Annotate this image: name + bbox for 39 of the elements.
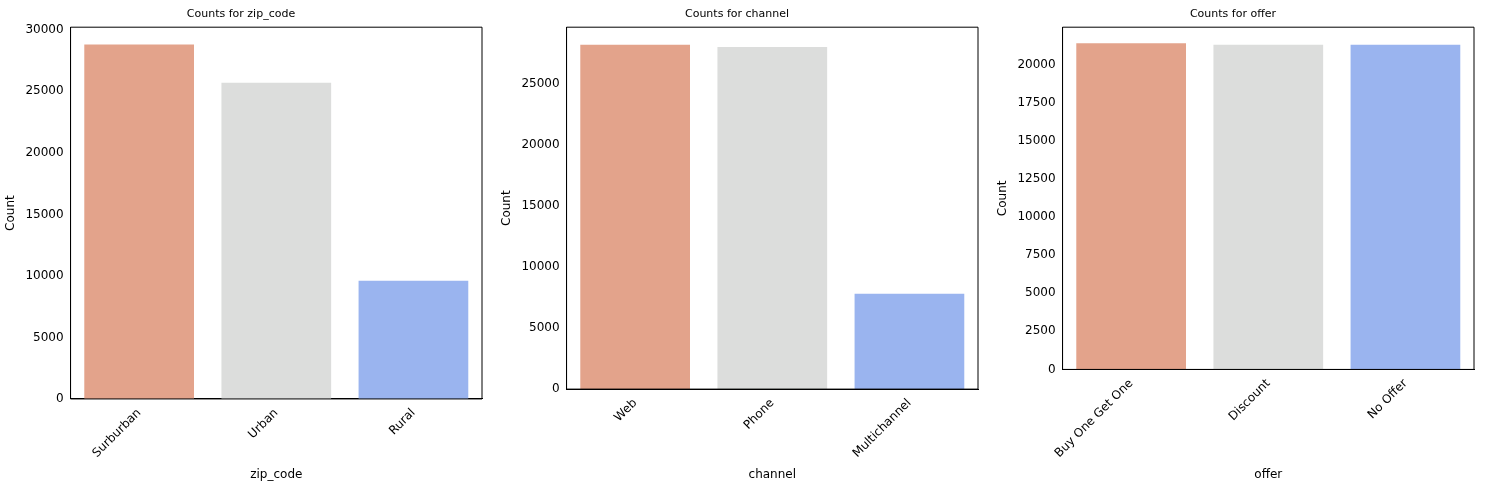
bar [221, 82, 332, 399]
y-tick-label: 15000 [521, 198, 560, 212]
y-axis-title: Count [499, 190, 514, 226]
bar [854, 293, 965, 390]
y-tick-label: 5000 [33, 329, 64, 344]
chart-title: Counts for channel [684, 7, 790, 21]
y-tick-label: 15000 [25, 206, 64, 221]
y-tick-label: 0 [1047, 361, 1056, 376]
y-tick-label: 2500 [1025, 323, 1056, 338]
y-tick-label: 5000 [529, 320, 560, 335]
chart-title: Counts for zip_code [186, 7, 296, 21]
y-axis-title: Count [995, 180, 1010, 217]
x-tick-label: Buy One Get One [1051, 375, 1136, 460]
y-tick-label: 10000 [521, 259, 560, 274]
x-axis-title: offer [1254, 466, 1283, 481]
y-tick-label: 10000 [25, 268, 64, 283]
x-axis-title: channel [748, 466, 797, 481]
y-tick-label: 30000 [25, 21, 64, 36]
y-tick-label: 20000 [521, 136, 560, 151]
y-tick-label: 7500 [1025, 247, 1056, 262]
y-tick-label: 15000 [1017, 132, 1056, 147]
y-tick-label: 5000 [1025, 285, 1056, 300]
bar [84, 44, 194, 399]
bar [358, 280, 469, 399]
x-axis-title: zip_code [250, 466, 303, 481]
chart-title: Counts for offer [1189, 7, 1277, 21]
y-tick-label: 12500 [1017, 171, 1056, 186]
y-axis-title: Count [3, 194, 18, 231]
y-tick-label: 17500 [1017, 94, 1056, 109]
bar [580, 44, 690, 390]
y-tick-label: 0 [55, 391, 64, 406]
y-tick-label: 20000 [1017, 56, 1056, 71]
x-tick-label: Web [611, 395, 640, 425]
bar [717, 47, 828, 390]
y-tick-label: 25000 [521, 75, 560, 90]
y-tick-label: 25000 [25, 83, 64, 98]
y-tick-label: 10000 [1017, 209, 1056, 224]
y-tick-label: 20000 [25, 145, 64, 159]
y-tick-label: 0 [551, 381, 560, 396]
